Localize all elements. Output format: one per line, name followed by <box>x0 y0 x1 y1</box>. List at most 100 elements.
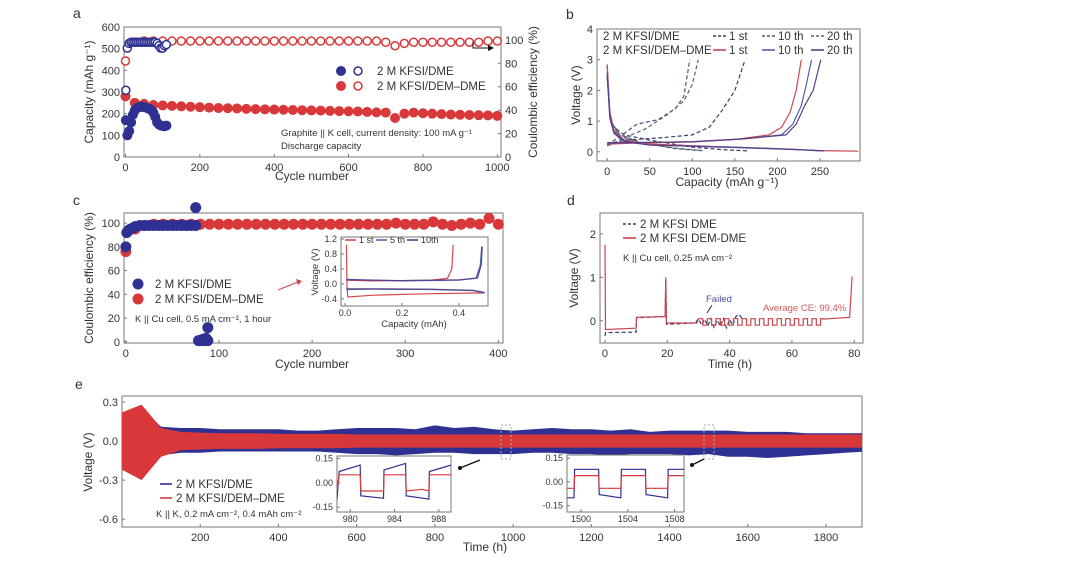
x-axis-title: Cycle number <box>275 169 349 183</box>
capacity-point <box>362 106 373 117</box>
y2-tick-label: 40 <box>505 105 517 117</box>
x-tick-label: 0.0 <box>339 308 352 318</box>
x-tick-label: 1000 <box>485 162 509 174</box>
charge-curve <box>607 59 822 144</box>
ce-point <box>185 36 196 46</box>
y2-tick-label: 0 <box>505 152 511 164</box>
ce-point <box>176 36 187 46</box>
ce-point <box>222 218 234 230</box>
ce-point <box>120 241 132 253</box>
ce-point <box>287 218 299 230</box>
legend-cycle-label: 1 st <box>729 31 748 43</box>
capacity-point <box>343 106 354 117</box>
x-tick-label: 0.2 <box>396 308 409 318</box>
capacity-point <box>166 100 177 111</box>
capacity-point <box>287 104 298 115</box>
y-tick-label: 0.0 <box>103 436 118 448</box>
x-axis-title: Time (h) <box>463 540 507 554</box>
y-tick-label: 3 <box>587 55 593 67</box>
y-axis-title: Voltage (V) <box>569 65 583 124</box>
y-tick-label: 0.4 <box>324 264 337 274</box>
capacity-point <box>204 102 215 113</box>
x-tick-label: 0 <box>122 162 128 174</box>
ce-point <box>297 36 307 46</box>
inset-legend-label: 1 st <box>359 235 374 245</box>
ce-point <box>260 36 270 46</box>
ce-point <box>190 202 202 214</box>
ce-point <box>483 212 495 224</box>
capacity-point <box>380 107 391 118</box>
ce-point <box>473 37 484 47</box>
y-tick-label: 0.0 <box>324 279 337 289</box>
stripping-curve <box>346 246 483 282</box>
inset-voltage-curve <box>567 475 684 489</box>
ce-point <box>315 218 327 230</box>
capacity-point <box>492 110 503 121</box>
x-axis-title: Capacity (mAh g⁻¹) <box>675 175 778 189</box>
ce-point <box>353 36 363 46</box>
x-tick-label: 1508 <box>665 514 685 524</box>
capacity-point <box>445 109 456 120</box>
x-tick-label: 100 <box>210 348 228 360</box>
ce-point <box>297 218 309 230</box>
capacity-point <box>473 110 484 121</box>
ce-point <box>371 218 383 230</box>
x-tick-label: 300 <box>396 348 414 360</box>
capacity-point <box>352 106 363 117</box>
panel-label-c: c <box>73 192 80 208</box>
y-tick-label: 0 <box>587 147 593 159</box>
x-tick-label: 1500 <box>571 514 591 524</box>
ce-point <box>202 335 214 347</box>
capacity-point <box>259 104 270 115</box>
ce-point <box>232 218 244 230</box>
legend-label: 2 M KFSI/DEM–DME <box>377 81 486 93</box>
y-tick-label: 60 <box>108 266 120 278</box>
ce-point <box>334 36 345 46</box>
y-tick-label: 0.00 <box>545 477 563 487</box>
x-tick-label: 0 <box>123 348 129 360</box>
zoom-region-marker <box>703 424 715 460</box>
capacity-point <box>482 110 493 121</box>
y2-tick-label: 100 <box>505 35 523 47</box>
ce-point <box>269 218 281 230</box>
legend-label: 2 M KFSI DEM-DME <box>640 233 746 245</box>
x-tick-label: 250 <box>811 166 829 178</box>
ce-point <box>202 322 214 334</box>
y-tick-label: 100 <box>102 130 120 142</box>
ce-point <box>408 37 419 47</box>
plot-frame <box>336 455 452 513</box>
inset-arrow <box>277 281 299 291</box>
y-tick-label: 300 <box>102 87 120 99</box>
ce-point <box>204 36 214 46</box>
capacity-point <box>417 108 428 119</box>
capacity-point <box>306 105 317 116</box>
ce-point <box>195 36 205 46</box>
discharge-curve <box>606 65 748 152</box>
y2-tick-label: 60 <box>505 82 517 94</box>
ce-point <box>343 36 354 46</box>
arrow-head-icon <box>690 463 694 467</box>
plot-frame <box>123 212 504 344</box>
average-ce-label: Average CE: 99.4% <box>763 303 847 314</box>
arrow-head-icon <box>458 466 462 470</box>
ce-point <box>390 40 400 51</box>
y-tick-label: 0.15 <box>545 453 563 463</box>
ce-point <box>446 219 458 231</box>
inset-arrow <box>691 458 705 466</box>
inset-legend-label: 5 th <box>390 235 405 245</box>
capacity-point <box>297 105 308 116</box>
legend-label: 2 M KFSI/DME <box>155 279 232 291</box>
ce-point <box>446 37 456 47</box>
ce-point <box>436 37 447 47</box>
ce-point <box>325 36 335 46</box>
panel-label-d: d <box>567 192 575 208</box>
annotation-cell: K || Cu cell, 0.5 mA cm⁻², 1 hour <box>135 314 271 325</box>
capacity-point <box>324 105 335 116</box>
x-tick-label: 200 <box>191 162 209 174</box>
plot-frame <box>599 212 864 344</box>
ce-point <box>371 36 382 46</box>
x-tick-label: 1600 <box>736 532 760 544</box>
ce-point <box>381 218 393 230</box>
y-axis-title: Voltage (V) <box>81 432 95 491</box>
